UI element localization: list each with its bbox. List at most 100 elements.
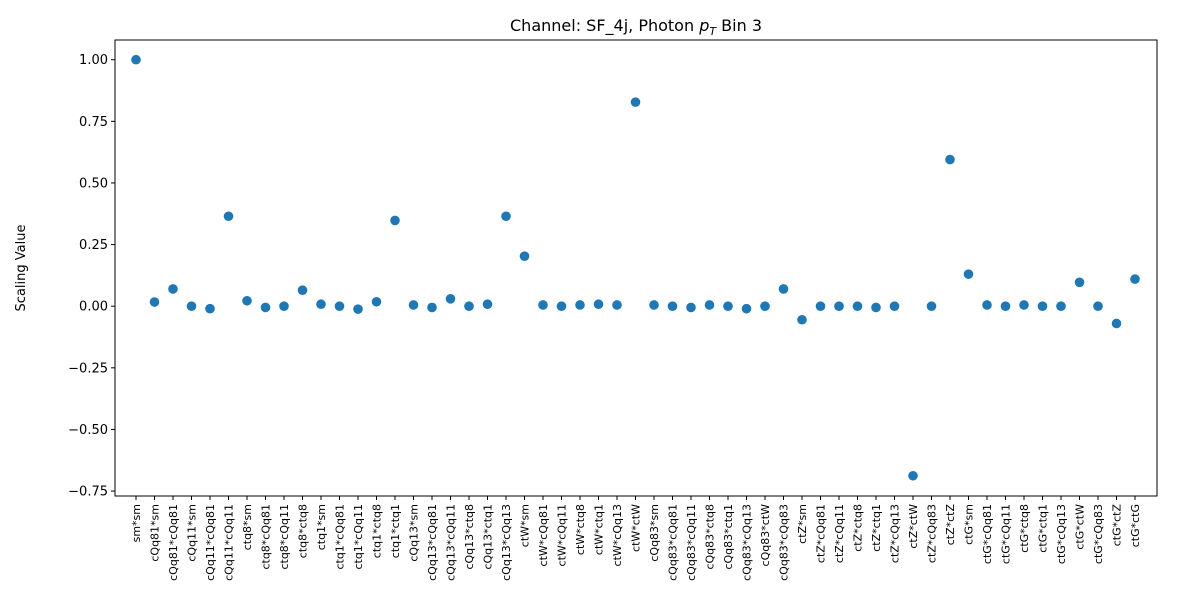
- data-point: [334, 301, 345, 312]
- x-tick-label: cQq13*cQq13: [500, 504, 513, 581]
- x-tick-label: cQq83*ctW: [759, 504, 772, 567]
- chart-title-pt-sub: T: [709, 25, 717, 38]
- data-point: [686, 302, 696, 313]
- data-point: [871, 302, 881, 313]
- x-tick-label: ctZ*sm: [796, 504, 809, 544]
- chart-title: Channel: SF_4j, Photon pT Bin 3: [510, 16, 762, 38]
- data-point: [926, 301, 937, 312]
- x-tick-label: cQq83*cQq11: [685, 504, 698, 581]
- x-tick-label: ctG*ctq1: [1037, 504, 1050, 553]
- x-tick-label: ctq8*cQq81: [260, 504, 273, 570]
- data-point: [593, 299, 604, 310]
- x-tick-label: cQq13*cQq81: [426, 504, 439, 581]
- x-tick-label: cQq13*ctq1: [482, 504, 495, 570]
- data-point: [390, 215, 400, 226]
- data-point: [316, 299, 326, 310]
- data-point: [945, 154, 955, 165]
- x-tick-label: ctW*cQq81: [537, 504, 550, 566]
- y-tick-label: 0.50: [79, 176, 108, 191]
- data-point: [1037, 301, 1048, 312]
- data-point: [519, 251, 530, 261]
- x-tick-label: cQq13*sm: [408, 504, 421, 562]
- data-point: [427, 302, 437, 313]
- data-point: [760, 301, 770, 312]
- x-tick-label: ctZ*cQq83: [926, 504, 939, 563]
- y-tick-label: 0.25: [79, 238, 108, 253]
- data-point: [260, 302, 271, 313]
- data-point: [575, 300, 585, 310]
- data-point: [889, 301, 900, 312]
- x-tick-label: ctW*sm: [519, 504, 532, 547]
- x-tick-label: ctG*cQq81: [981, 504, 994, 564]
- data-point: [1074, 277, 1085, 288]
- data-point: [741, 303, 752, 314]
- x-tick-label: cQq81*cQq81: [167, 504, 180, 581]
- x-tick-label: ctq1*cQq11: [352, 504, 365, 570]
- x-tick-label: ctZ*ctW: [907, 504, 920, 549]
- data-point: [982, 300, 992, 310]
- x-tick-label: ctG*cQq83: [1092, 504, 1105, 564]
- y-tick-label: −0.25: [68, 361, 108, 376]
- x-tick-label: ctq8*sm: [241, 504, 254, 550]
- data-point: [1019, 300, 1029, 310]
- data-point: [778, 284, 789, 294]
- x-tick-label: cQq83*ctq8: [704, 504, 717, 570]
- data-point: [538, 300, 548, 310]
- data-point: [908, 470, 918, 481]
- data-point: [649, 300, 659, 310]
- x-tick-label: ctZ*ctq1: [870, 504, 883, 552]
- data-point: [852, 301, 863, 312]
- x-tick-label: cQq13*cQq11: [445, 504, 458, 581]
- x-tick-label: ctW*ctW: [630, 504, 643, 552]
- data-point: [205, 303, 215, 314]
- x-tick-label: cQq83*cQq83: [778, 504, 791, 581]
- data-point: [556, 301, 567, 312]
- x-tick-label: ctG*cQq11: [1000, 504, 1013, 564]
- data-point: [408, 300, 419, 310]
- x-tick-label: cQq83*cQq13: [741, 504, 754, 581]
- x-tick-label: ctG*ctZ: [1111, 504, 1124, 547]
- data-point: [168, 284, 178, 294]
- data-point: [1111, 318, 1122, 329]
- data-point: [797, 314, 807, 325]
- x-tick-label: ctZ*cQq11: [833, 504, 846, 563]
- data-point: [1130, 274, 1140, 284]
- data-point: [371, 296, 382, 307]
- x-tick-label: cQq83*cQq81: [667, 504, 680, 581]
- data-point: [630, 97, 641, 107]
- x-tick-label: ctZ*ctq8: [852, 504, 865, 552]
- data-point: [131, 54, 141, 65]
- x-tick-label: ctG*ctG: [1129, 504, 1142, 547]
- data-point: [279, 301, 289, 312]
- data-point: [1000, 301, 1011, 312]
- x-tick-label: ctq8*cQq11: [278, 504, 291, 570]
- x-tick-label: cQq83*sm: [648, 504, 661, 562]
- x-tick-label: sm*sm: [130, 504, 143, 542]
- chart-title-suffix: Bin 3: [716, 16, 762, 35]
- x-tick-label: ctG*cQq13: [1055, 504, 1068, 564]
- plot-frame: [114, 39, 1158, 497]
- x-tick-label: ctq8*ctq8: [297, 504, 310, 558]
- x-tick-label: cQq81*sm: [149, 504, 162, 562]
- x-tick-label: ctW*cQq13: [611, 504, 624, 566]
- data-point: [464, 301, 474, 312]
- data-point: [723, 301, 733, 312]
- x-tick-label: ctG*ctW: [1074, 504, 1087, 550]
- x-tick-label: ctG*sm: [963, 504, 976, 545]
- data-point: [815, 301, 826, 312]
- data-point: [963, 269, 974, 279]
- data-point: [242, 295, 252, 306]
- data-point: [186, 301, 197, 312]
- data-point: [353, 304, 363, 314]
- data-point: [667, 301, 678, 312]
- x-tick-label: cQq83*ctq1: [722, 504, 735, 570]
- y-tick-label: 1.00: [79, 53, 108, 68]
- x-tick-label: ctZ*cQq81: [815, 504, 828, 563]
- y-tick-label: −0.50: [68, 423, 108, 438]
- y-ticks: −0.75 −0.50 −0.25 0.00 0.25 0.50 0.75 1.00: [68, 53, 115, 500]
- y-tick-label: −0.75: [68, 485, 108, 500]
- x-tick-label: cQq11*cQq11: [223, 504, 236, 581]
- x-tick-label: ctq1*ctq1: [389, 504, 402, 558]
- data-point: [834, 301, 844, 312]
